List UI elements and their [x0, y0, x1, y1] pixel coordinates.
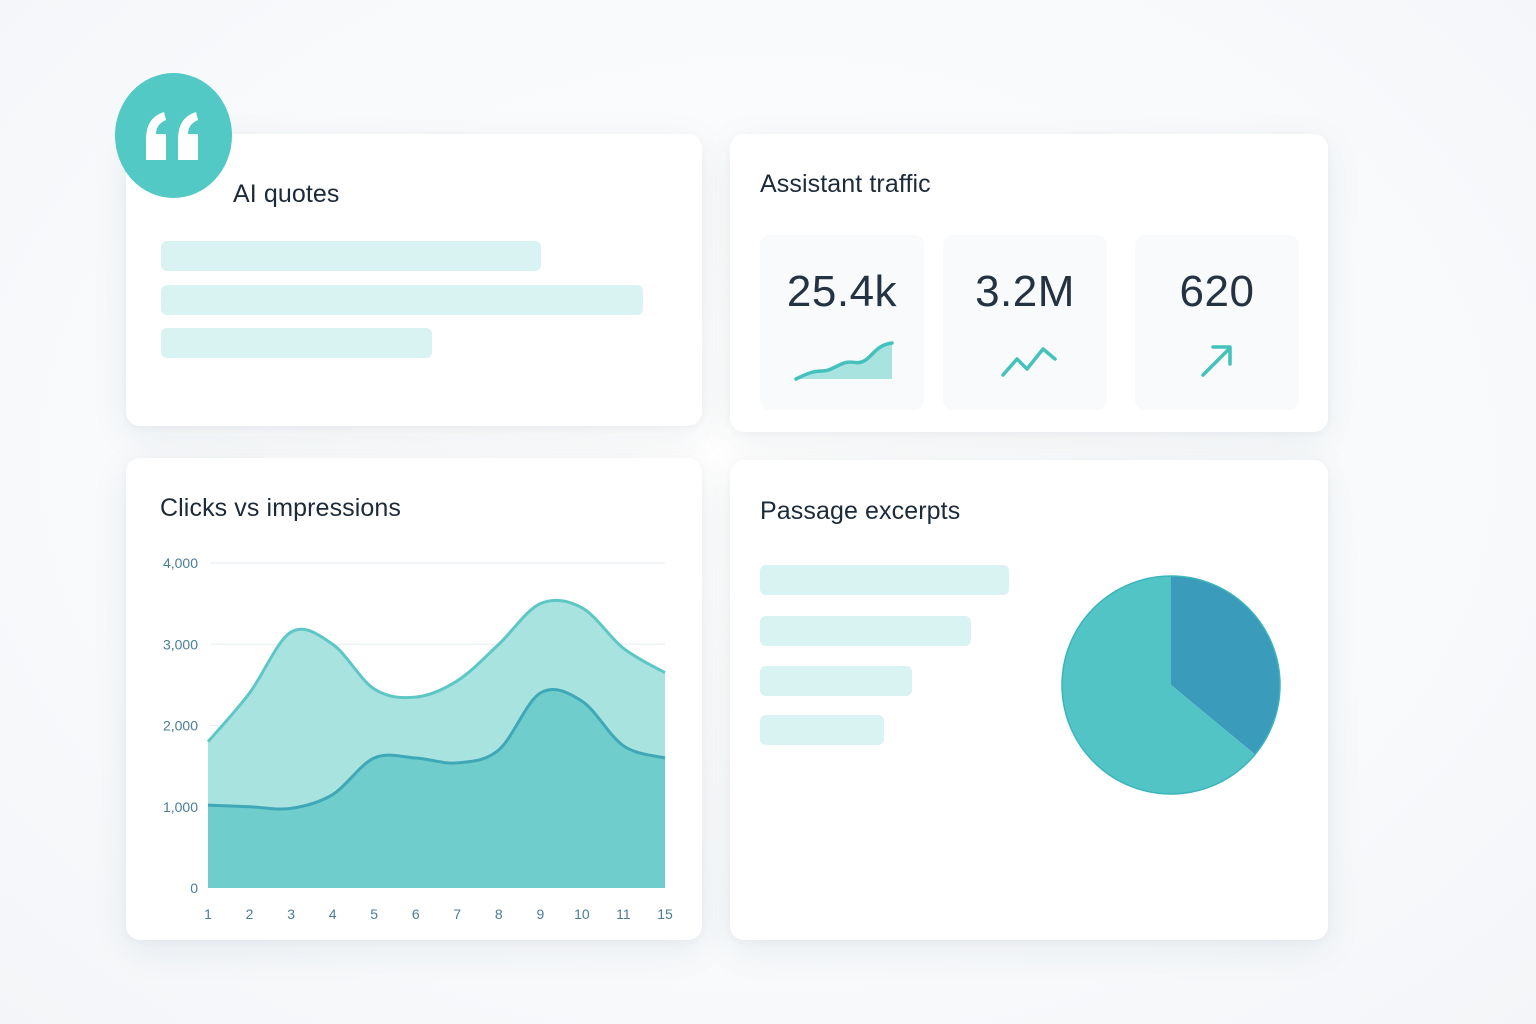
x-tick-label: 10 [574, 906, 590, 922]
x-tick-label: 9 [536, 906, 544, 922]
pie-chart [1061, 575, 1281, 795]
y-tick-label: 3,000 [163, 636, 198, 652]
stat-tile[interactable]: 25.4k [760, 235, 924, 410]
quote-badge [115, 73, 232, 198]
arrow-up-right-icon [1201, 345, 1232, 377]
stat-value: 3.2M [975, 267, 1075, 316]
y-tick-label: 0 [190, 880, 198, 896]
y-tick-label: 4,000 [163, 555, 198, 571]
excerpt-placeholder-bar [760, 666, 912, 696]
excerpt-placeholder-bar [760, 715, 884, 745]
x-tick-label: 2 [246, 906, 254, 922]
ai-quotes-title: AI quotes [233, 180, 340, 208]
assistant-traffic-card: Assistant traffic 25.4k 3.2M 620 [730, 134, 1328, 432]
area-sparkline-icon [794, 341, 894, 381]
x-tick-label: 5 [370, 906, 378, 922]
x-tick-label: 4 [329, 906, 337, 922]
stat-tile[interactable]: 620 [1135, 235, 1299, 410]
pie-outline [1061, 575, 1281, 795]
chart-title: Clicks vs impressions [160, 494, 402, 522]
x-tick-label: 3 [287, 906, 295, 922]
stat-value: 25.4k [786, 267, 898, 316]
area-series-2 [208, 689, 665, 888]
quote-placeholder-bar [161, 241, 541, 271]
x-tick-label: 8 [495, 906, 503, 922]
y-tick-label: 2,000 [163, 718, 198, 734]
series-line-1 [206, 598, 666, 743]
excerpt-placeholder-bar [760, 616, 971, 646]
passage-excerpts-title: Passage excerpts [760, 497, 961, 525]
pie-slice-2 [1062, 576, 1255, 794]
line-sparkline-icon [1001, 347, 1057, 377]
stat-value: 620 [1179, 267, 1255, 316]
x-tick-label: 1 [204, 906, 212, 922]
assistant-traffic-title: Assistant traffic [760, 170, 931, 198]
y-tick-label: 1,000 [163, 799, 198, 815]
x-tick-label: 11 [616, 906, 631, 922]
quote-icon [145, 111, 198, 160]
passage-excerpts-card: Passage excerpts [730, 460, 1328, 940]
series-line-2 [207, 688, 666, 811]
clicks-vs-impressions-card: Clicks vs impressions 0 1,000 2,000 3,000 4,… [126, 458, 702, 940]
x-tick-label: 6 [412, 906, 420, 922]
area-chart: 0 1,000 2,000 3,000 4,000 1 2 3 4 5 6 7 8 9 10 11 15 [163, 555, 673, 922]
x-tick-label: 7 [453, 906, 461, 922]
stat-tile[interactable]: 3.2M [943, 235, 1107, 410]
quote-placeholder-bar [161, 328, 432, 358]
ai-quotes-card: AI quotes [126, 134, 702, 426]
pie-slice-1 [1171, 576, 1280, 755]
excerpt-placeholder-bar [760, 565, 1009, 595]
x-tick-label: 15 [657, 906, 673, 922]
quote-placeholder-bar [161, 285, 643, 315]
